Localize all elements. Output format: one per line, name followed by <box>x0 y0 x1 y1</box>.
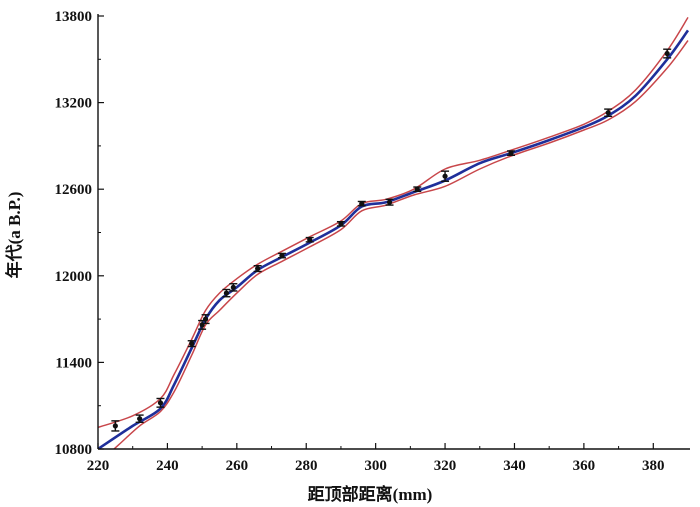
x-tick-label: 280 <box>295 458 318 474</box>
y-tick-label: 10800 <box>55 442 93 458</box>
x-tick-label: 300 <box>364 458 387 474</box>
dated-sample <box>663 48 672 59</box>
y-ticks: 10800 11400 12000 12600 13200 13800 <box>55 9 104 458</box>
x-tick-label: 320 <box>434 458 457 474</box>
x-tick-label: 260 <box>226 458 249 474</box>
dated-sample <box>507 150 515 156</box>
y-tick-label: 13800 <box>55 9 93 25</box>
dated-sample <box>201 314 210 325</box>
dated-sample <box>253 264 262 273</box>
data-point <box>112 423 118 429</box>
data-point <box>386 199 393 205</box>
data-point <box>157 400 164 406</box>
data-point <box>223 290 230 296</box>
x-tick-label: 360 <box>573 458 596 474</box>
y-tick-label: 12600 <box>55 182 93 198</box>
data-point <box>359 201 365 207</box>
dated-sample <box>222 288 231 298</box>
data-point <box>338 221 344 227</box>
x-tick-label: 380 <box>642 458 665 474</box>
dated-sample <box>135 414 144 423</box>
x-axis-title: 距顶部距离(mm) <box>308 484 433 504</box>
data-point <box>442 173 448 179</box>
dated-sample <box>229 283 238 292</box>
dated-sample <box>357 200 366 207</box>
dated-sample <box>385 198 394 206</box>
dated-sample <box>111 420 120 432</box>
x-ticks: 220 240 260 280 300 320 340 360 380 <box>87 443 665 474</box>
plot-curves <box>98 17 690 449</box>
data-point <box>414 186 420 192</box>
y-tick-label: 11400 <box>55 355 92 371</box>
data-point <box>255 265 261 272</box>
data-point <box>307 237 313 243</box>
dated-sample <box>156 397 165 408</box>
dated-sample <box>604 108 613 118</box>
axes <box>97 14 690 450</box>
model-curve <box>98 29 690 449</box>
y-tick-label: 12000 <box>55 269 93 285</box>
y-axis-title: 年代(a B.P.) <box>4 192 24 279</box>
data-point <box>508 150 514 156</box>
data-point <box>279 252 285 259</box>
lower-bound-curve <box>112 40 689 449</box>
dated-sample <box>277 252 286 259</box>
dated-sample <box>413 186 422 193</box>
dated-sample <box>336 220 345 227</box>
x-tick-label: 340 <box>503 458 526 474</box>
data-point <box>189 341 195 347</box>
dated-sample <box>187 340 196 348</box>
x-tick-label: 240 <box>156 458 179 474</box>
dated-sample <box>305 236 314 243</box>
y-tick-label: 13200 <box>55 96 93 112</box>
data-point <box>230 284 236 290</box>
plot-points <box>111 48 672 432</box>
data-point <box>137 416 143 422</box>
dated-sample <box>441 170 450 182</box>
data-point <box>605 110 611 116</box>
data-point <box>664 50 670 57</box>
data-point <box>202 316 209 322</box>
x-tick-label: 220 <box>87 458 110 474</box>
